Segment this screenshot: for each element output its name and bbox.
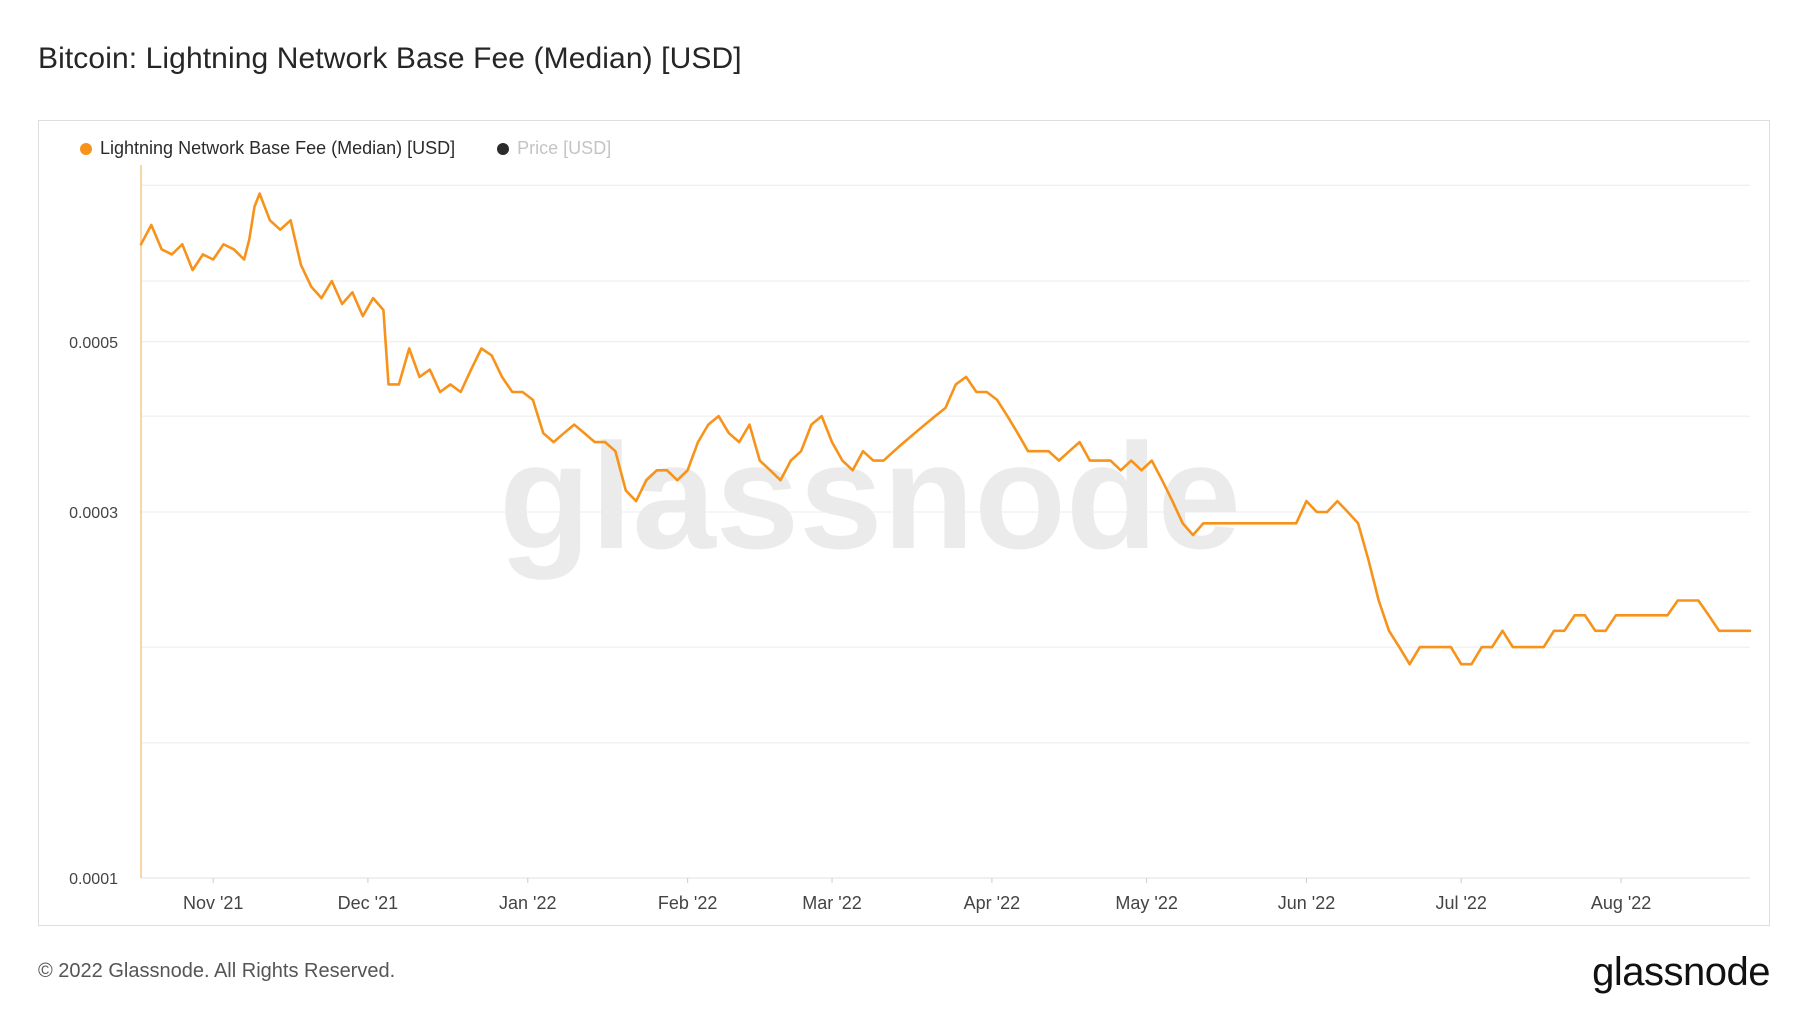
watermark: glassnode (499, 412, 1241, 580)
x-tick-label: Jul '22 (1435, 893, 1486, 913)
y-tick-label: 0.0003 (69, 505, 118, 522)
chart-title: Bitcoin: Lightning Network Base Fee (Med… (38, 42, 742, 75)
x-tick-label: Aug '22 (1591, 893, 1652, 913)
legend-dot-icon (80, 142, 92, 155)
glassnode-logo[interactable]: glassnode (1592, 950, 1770, 994)
legend-item-base-fee[interactable]: Lightning Network Base Fee (Median) [USD… (80, 138, 455, 159)
y-tick-label: 0.0001 (69, 871, 118, 888)
x-tick-label: Nov '21 (183, 893, 243, 913)
x-axis: Nov '21 Dec '21 Jan '22 Feb '22 Mar '22 Apr '… (183, 878, 1651, 913)
legend-item-price[interactable]: Price [USD] (497, 138, 611, 159)
x-tick-label: Apr '22 (964, 893, 1020, 913)
x-tick-label: Feb '22 (658, 893, 717, 913)
footer-copyright: © 2022 Glassnode. All Rights Reserved. (38, 960, 396, 982)
series-line-base-fee (139, 192, 1752, 666)
x-tick-label: Mar '22 (802, 893, 861, 913)
chart-panel (38, 120, 1770, 926)
x-tick-label: May '22 (1115, 893, 1177, 913)
legend-dot-icon (497, 142, 510, 155)
series-layer (139, 192, 1752, 666)
x-tick-label: Dec '21 (338, 893, 398, 913)
x-tick-label: Jun '22 (1278, 893, 1335, 913)
legend-label-price: Price [USD] (517, 138, 612, 158)
legend-label-base-fee: Lightning Network Base Fee (Median) [USD… (100, 138, 456, 158)
x-tick-label: Jan '22 (499, 893, 556, 913)
y-tick-label: 0.0005 (69, 335, 118, 352)
y-axis: 0.0001 0.0003 0.0005 (69, 335, 118, 888)
chart-legend: Lightning Network Base Fee (Median) [USD… (80, 138, 653, 159)
